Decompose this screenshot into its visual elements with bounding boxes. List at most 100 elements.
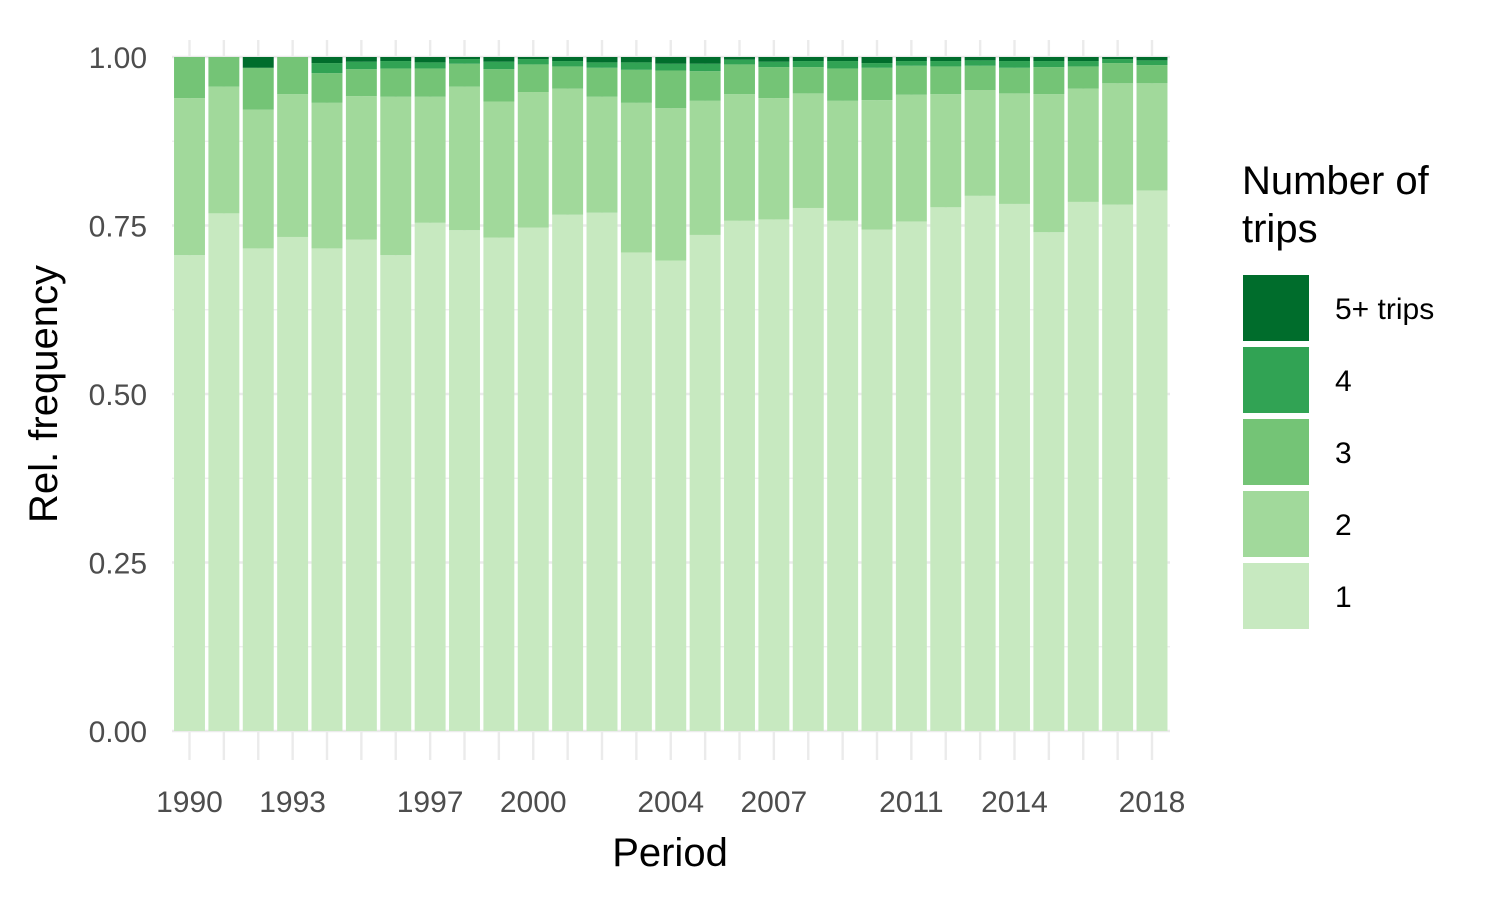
- legend-items: 5+ trips 4 3 2 1: [1243, 275, 1434, 629]
- bar-segment-1999-1: [483, 237, 515, 731]
- bar-segment-2003-1: [620, 252, 652, 731]
- bar-segment-1995-1: [345, 239, 377, 732]
- bars: [174, 57, 1168, 732]
- bar-segment-2014-5trips: [999, 57, 1030, 62]
- bar-stack-2011: [895, 57, 927, 731]
- bar-segment-2009-2: [827, 100, 859, 221]
- bar-segment-2008-4: [792, 61, 824, 68]
- bar-segment-2012-1: [930, 207, 962, 731]
- bar-segment-1995-3: [345, 69, 377, 97]
- legend-title-line-2: trips: [1242, 207, 1318, 251]
- bar-segment-2009-3: [827, 68, 859, 101]
- bar-segment-2017-3: [1102, 63, 1134, 84]
- bar-stack-2000: [517, 57, 549, 731]
- bar-segment-1998-3: [449, 63, 480, 87]
- bar-segment-1997-1: [414, 222, 446, 731]
- bar-segment-2005-4: [689, 63, 721, 72]
- bar-segment-2002-5trips: [586, 57, 618, 63]
- bar-segment-1993-2: [277, 94, 309, 237]
- legend-key: [1243, 347, 1309, 413]
- bar-segment-1995-2: [345, 96, 377, 240]
- bar-segment-2007-3: [758, 67, 790, 99]
- bar-segment-2005-2: [689, 100, 721, 235]
- bar-segment-1994-1: [311, 248, 343, 731]
- bar-segment-2012-3: [930, 66, 962, 95]
- bar-segment-2001-4: [552, 61, 584, 67]
- bar-stack-1995: [345, 57, 377, 732]
- bar-stack-1996: [380, 57, 412, 731]
- bar-segment-2001-1: [552, 214, 584, 731]
- bar-segment-1994-3: [311, 73, 343, 103]
- bar-stack-2007: [758, 57, 790, 731]
- bar-segment-2005-1: [689, 234, 721, 731]
- bar-stack-1997: [414, 57, 446, 731]
- x-tick-label: 2004: [637, 786, 704, 819]
- legend-item: 4: [1243, 347, 1352, 413]
- bar-segment-1996-3: [380, 68, 412, 97]
- bar-stack-2005: [689, 57, 721, 731]
- bar-segment-1998-1: [449, 230, 480, 731]
- bar-segment-1995-5trips: [345, 57, 377, 62]
- bar-segment-2001-5trips: [552, 57, 584, 62]
- x-axis-ticks: 1990 1993 1997 2000 2004 2007 2011 2014 2018: [156, 786, 1185, 819]
- bar-segment-2011-1: [895, 221, 927, 731]
- bar-segment-2006-5trips: [724, 57, 755, 60]
- bar-segment-1992-5trips: [242, 57, 274, 68]
- bar-segment-2000-3: [517, 64, 549, 93]
- bar-stack-2014: [999, 57, 1030, 731]
- bar-segment-2018-4: [1136, 60, 1168, 66]
- x-tick-label: 2000: [500, 786, 567, 819]
- x-tick-label: 2014: [981, 786, 1048, 819]
- bar-segment-2004-1: [655, 260, 687, 731]
- bar-segment-2014-3: [999, 67, 1030, 94]
- y-tick-label: 0.50: [89, 379, 147, 412]
- bar-segment-2006-1: [724, 220, 755, 732]
- bar-stack-2012: [930, 57, 962, 731]
- bar-segment-1997-3: [414, 68, 446, 97]
- bar-segment-2008-5trips: [792, 57, 824, 62]
- bar-stack-1990: [174, 57, 205, 731]
- bar-segment-1990-3: [174, 57, 205, 99]
- bar-segment-2013-5trips: [964, 57, 996, 61]
- x-tick-label: 1990: [156, 786, 223, 819]
- bar-segment-2010-5trips: [861, 57, 893, 64]
- bar-segment-2016-5trips: [1067, 57, 1099, 62]
- bar-segment-2001-2: [552, 88, 584, 215]
- bar-segment-1997-2: [414, 96, 446, 223]
- bar-segment-2010-1: [861, 229, 893, 731]
- x-tick-label: 2018: [1119, 786, 1186, 819]
- legend-key: [1243, 563, 1309, 629]
- bar-segment-2018-2: [1136, 83, 1168, 191]
- bar-segment-1998-2: [449, 86, 480, 231]
- bar-stack-2006: [724, 57, 755, 732]
- bar-segment-2013-3: [964, 65, 996, 91]
- legend-key: [1243, 275, 1309, 341]
- bar-segment-2018-3: [1136, 65, 1168, 84]
- bar-segment-2002-3: [586, 67, 618, 97]
- legend-label: 4: [1335, 365, 1352, 398]
- legend-item: 2: [1243, 491, 1352, 557]
- legend-key: [1243, 491, 1309, 557]
- bar-segment-2014-4: [999, 61, 1030, 68]
- legend: Number of trips 5+ trips 4 3 2 1: [1242, 159, 1434, 629]
- bar-segment-1990-1: [174, 255, 205, 731]
- bar-segment-2009-5trips: [827, 57, 859, 62]
- bar-segment-1991-1: [208, 213, 240, 732]
- legend-title: Number of trips: [1242, 159, 1430, 251]
- bar-stack-2013: [964, 57, 996, 731]
- bar-stack-1994: [311, 57, 343, 731]
- x-tick-label: 1997: [397, 786, 464, 819]
- bar-segment-1999-3: [483, 69, 515, 102]
- bar-segment-2011-3: [895, 65, 927, 95]
- bar-segment-2012-5trips: [930, 57, 962, 62]
- bar-segment-1993-1: [277, 236, 309, 731]
- bar-segment-2002-4: [586, 62, 618, 68]
- bar-segment-1999-4: [483, 61, 515, 70]
- bar-segment-2017-2: [1102, 83, 1134, 205]
- bar-segment-1995-4: [345, 61, 377, 70]
- bar-stack-2008: [792, 57, 824, 731]
- bar-segment-2016-4: [1067, 61, 1099, 67]
- bar-segment-2004-4: [655, 63, 687, 71]
- bar-segment-2014-1: [999, 203, 1030, 731]
